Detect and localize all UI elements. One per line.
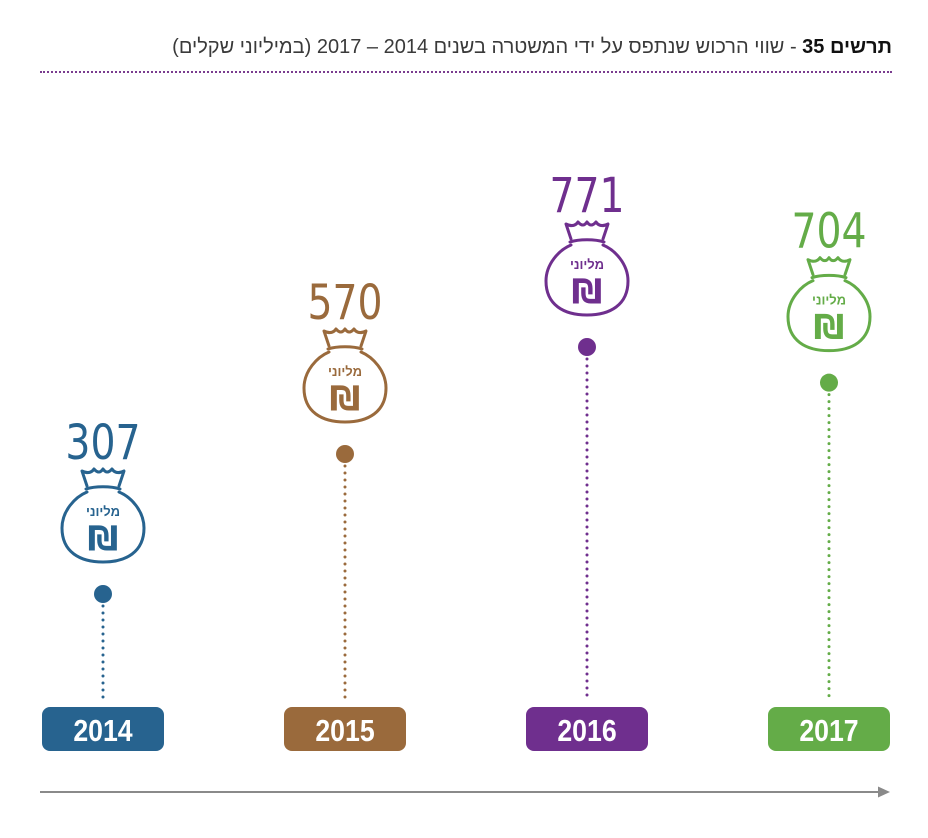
money-bag-icon: מליוני₪ [302,327,388,424]
money-bag-icon: מליוני₪ [544,220,630,317]
shekel-symbol: ₪ [88,519,119,559]
year-label-2016: 2016 [557,714,616,748]
value-label-2016: 771 [549,168,624,224]
timeline-arrow-head [878,786,890,798]
value-dot-2017 [820,373,838,392]
value-label-2017: 704 [791,204,866,260]
shekel-symbol: ₪ [330,379,361,419]
year-pill-2017 [768,707,890,751]
bag-word: מליוני [86,504,120,519]
value-label-2014: 307 [65,415,140,471]
value-dot-2014 [94,585,112,603]
money-bag-icon: מליוני₪ [786,256,872,353]
chart-number: תרשים 35 [802,36,892,58]
value-dot-2016 [578,338,596,356]
bag-word: מליוני [812,293,846,308]
chart-title: תרשים 35 - שווי הרכוש שנתפס על ידי המשטר… [172,36,892,59]
value-label-2015: 570 [307,275,382,331]
money-bag-icon: מליוני₪ [60,467,146,564]
title-text: שווי הרכוש שנתפס על ידי המשטרה בשנים 201… [172,36,785,58]
title-separator: - [784,36,803,58]
bag-word: מליוני [570,257,604,272]
shekel-symbol: ₪ [814,308,845,348]
year-label-2017: 2017 [799,714,858,748]
title-divider [40,71,892,73]
year-pill-2014 [42,707,164,751]
year-pill-2016 [526,707,648,751]
shekel-symbol: ₪ [572,272,603,312]
year-label-2015: 2015 [315,714,374,748]
year-label-2014: 2014 [73,714,132,748]
year-pill-2015 [284,707,406,751]
value-dot-2015 [336,444,354,463]
bag-word: מליוני [328,364,362,379]
